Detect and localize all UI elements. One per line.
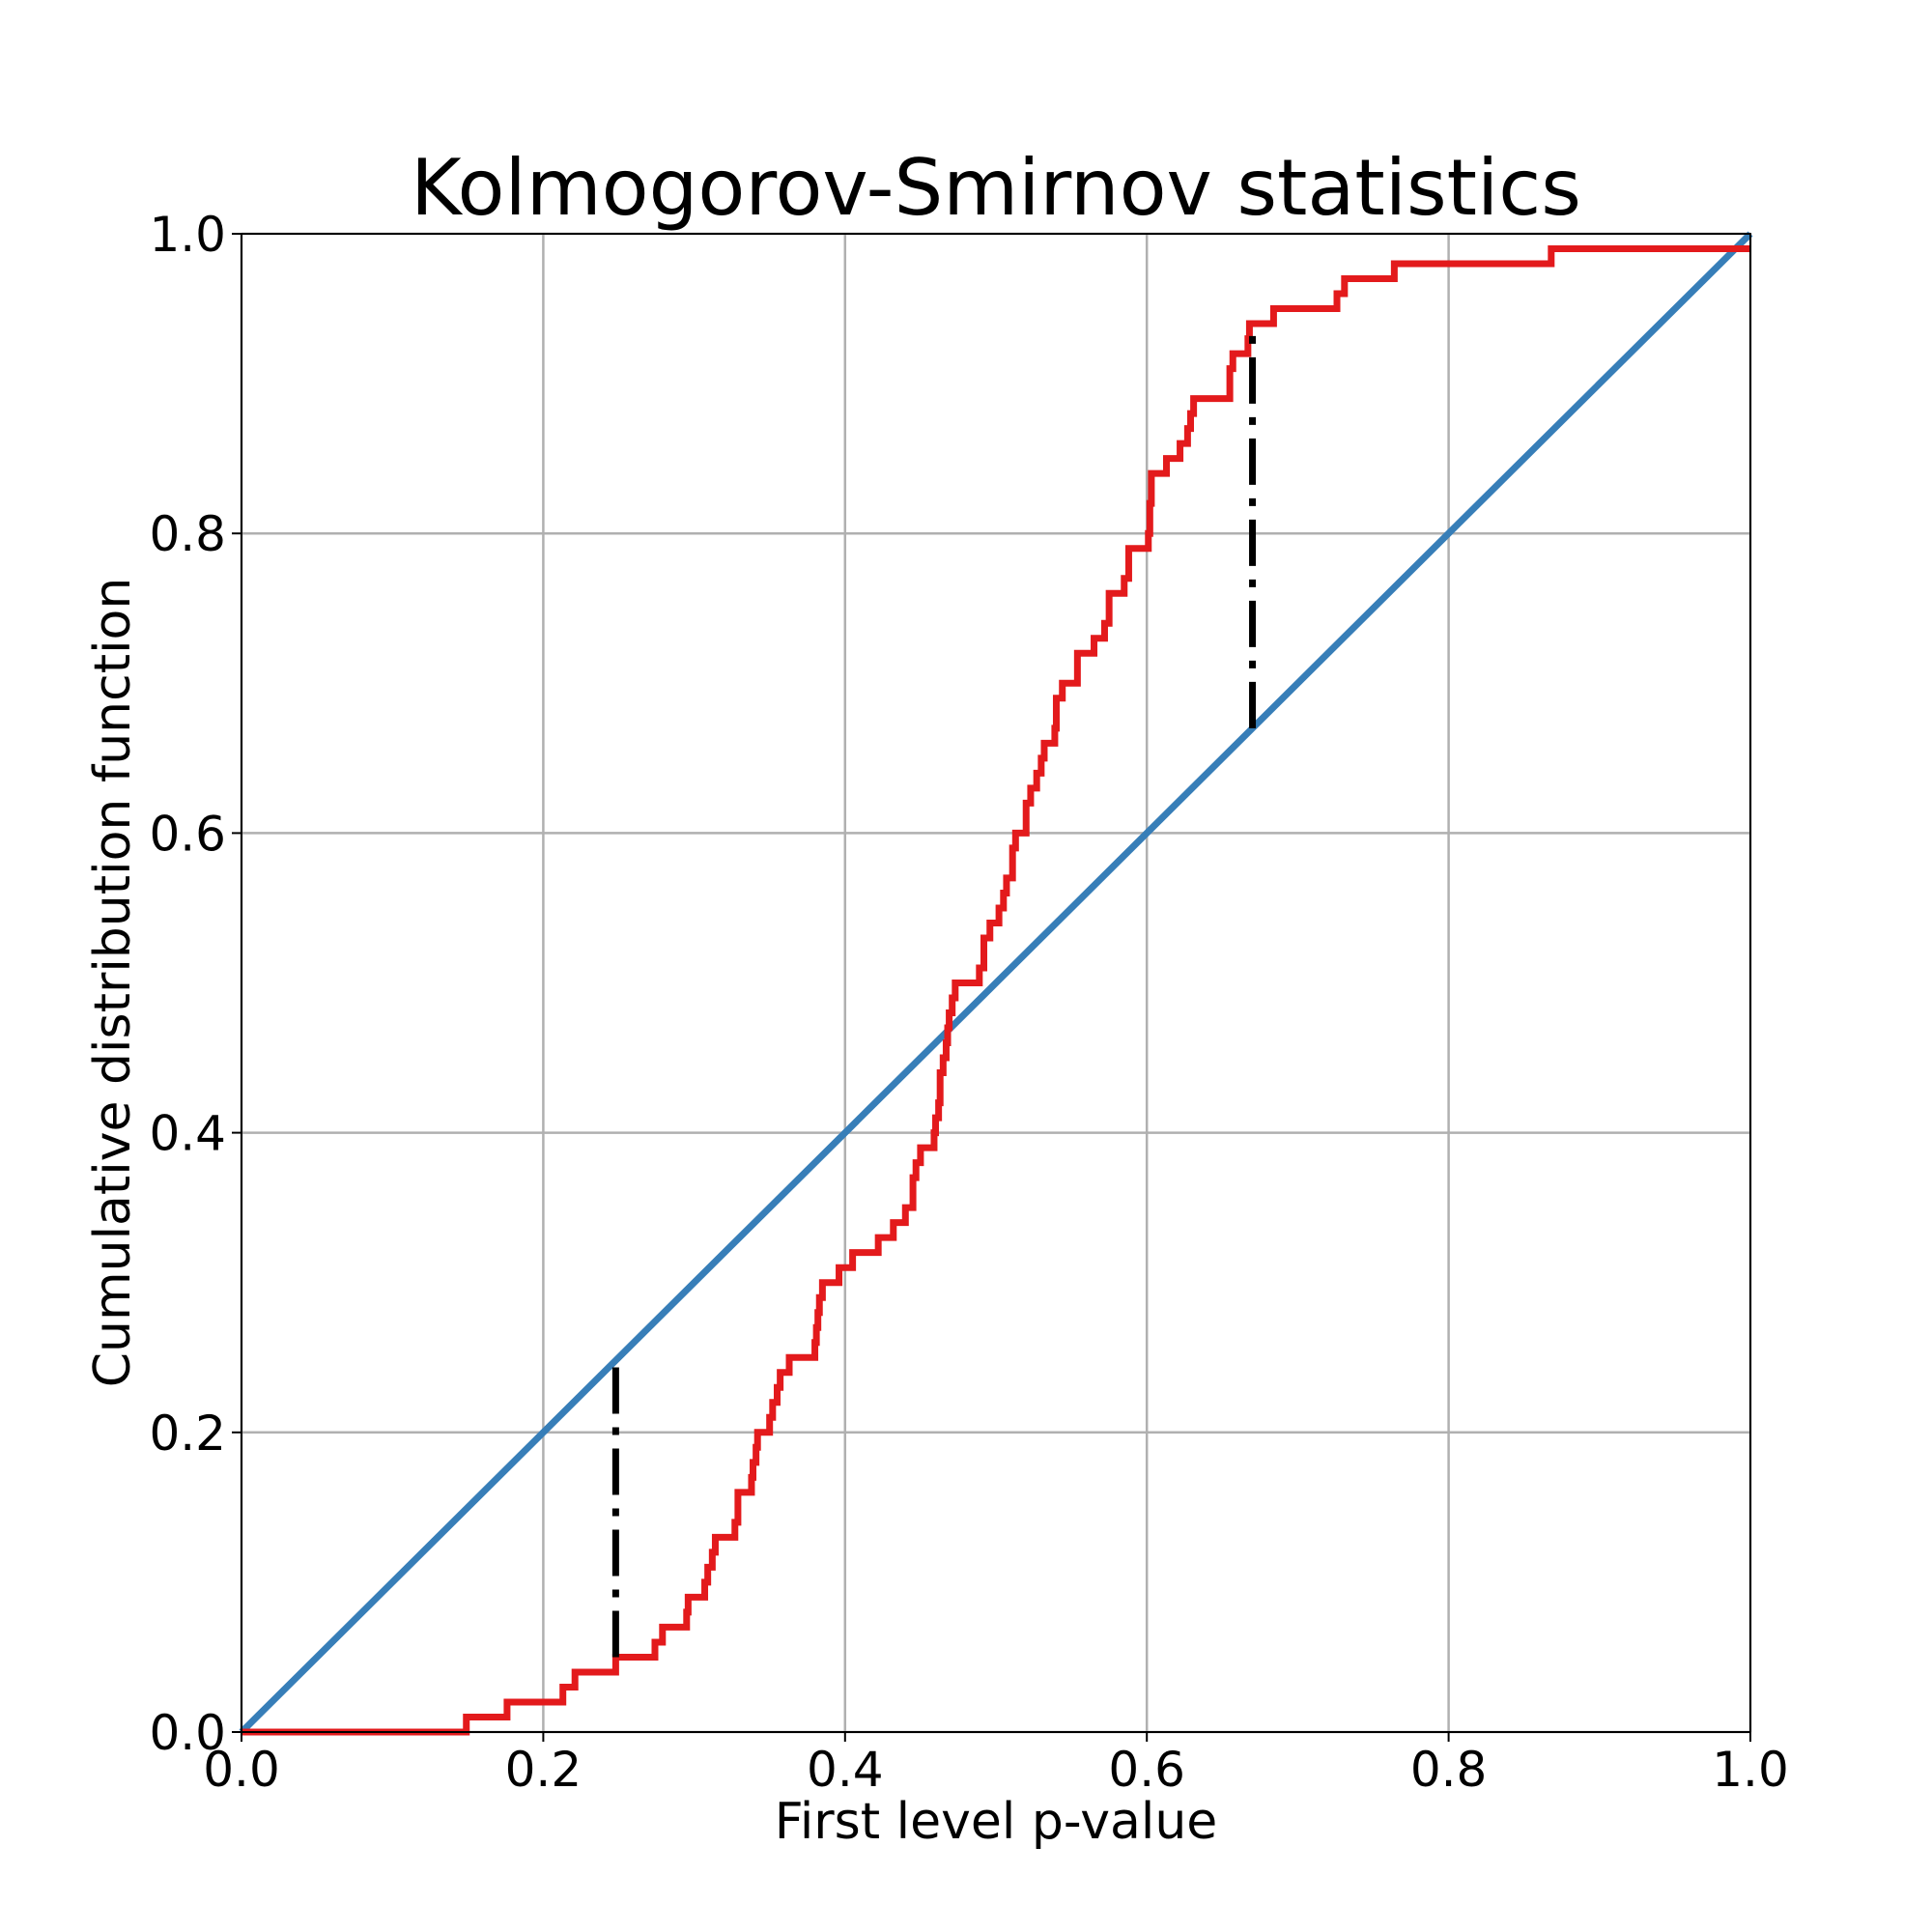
y-tick-label: 0.8 <box>149 506 226 562</box>
axis-ticks: 0.0 0.2 0.4 0.6 0.8 1.0 0.0 0.2 0.4 0.6 0.8 1.0 <box>149 207 1788 1798</box>
annotation-layer <box>611 330 1257 1658</box>
y-tick-label: 1.0 <box>149 207 226 263</box>
x-tick-label: 0.4 <box>807 1742 884 1798</box>
y-tick-label: 0.0 <box>149 1705 226 1761</box>
y-axis-label: Cumulative distribution function <box>84 578 142 1388</box>
x-tick-label: 1.0 <box>1712 1742 1789 1798</box>
x-tick-label: 0.6 <box>1108 1742 1185 1798</box>
x-axis-label: First level p-value <box>775 1793 1218 1851</box>
chart-title: Kolmogorov-Smirnov statistics <box>411 143 1581 233</box>
y-tick-label: 0.4 <box>149 1106 226 1162</box>
empirical-cdf-line <box>242 245 1750 1736</box>
series-layer <box>239 231 1753 1736</box>
y-tick-label: 0.6 <box>149 806 226 862</box>
x-tick-label: 0.8 <box>1410 1742 1488 1798</box>
plot-frame <box>241 233 1751 1733</box>
x-tick-label: 0.0 <box>203 1742 280 1798</box>
x-tick-label: 0.2 <box>505 1742 582 1798</box>
y-tick-label: 0.2 <box>149 1406 226 1462</box>
uniform-cdf-line <box>239 231 1753 1735</box>
